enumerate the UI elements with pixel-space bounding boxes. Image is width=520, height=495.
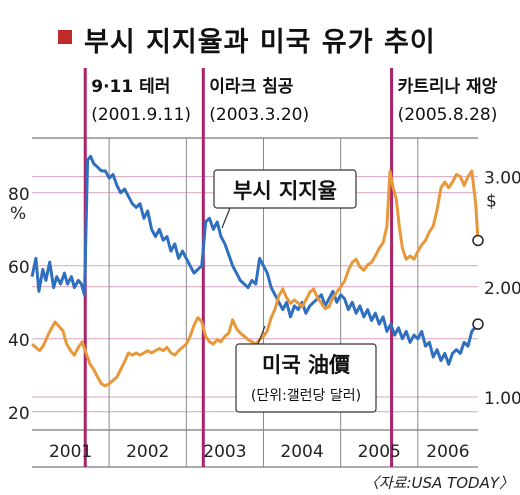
x-tick-label: 2004 (280, 442, 323, 462)
series-lines (30, 154, 484, 388)
labels: 20 40 60 80% 1.00 2.00 3.00 $2001 2002 2003 2004 20… (8, 76, 520, 462)
x-tick-label: 2005 (358, 442, 401, 462)
x-tick-label: 2002 (126, 442, 169, 462)
y-left-unit: % (10, 204, 26, 224)
y-right-unit: $ (486, 192, 497, 212)
approval-label-box (213, 169, 357, 209)
y-right-tick-label: 2.00 (484, 279, 520, 299)
event-label: 이라크 침공 (209, 76, 293, 97)
x-tick-label: 2001 (49, 442, 92, 462)
series-oil-line (31, 169, 480, 388)
oil-endpoint (472, 234, 484, 247)
x-tick-label: 2003 (203, 442, 246, 462)
event-date: (2001.9.11) (91, 105, 191, 125)
series-approval-line (30, 154, 480, 366)
oil-label-box (235, 343, 377, 413)
y-left-tick-label: 40 (8, 331, 30, 351)
event-date: (2005.8.28) (398, 105, 498, 125)
y-left-tick-label: 60 (8, 258, 30, 278)
event-date: (2003.3.20) (209, 105, 309, 125)
source-label: 〈자료:USA TODAY〉 (363, 474, 514, 492)
event-label: 9·11 테러 (91, 77, 170, 97)
oil-label-pointer (257, 325, 266, 345)
grid (32, 137, 478, 468)
chart-title: 부시 지지율과 미국 유가 추이 (84, 27, 436, 58)
y-right-tick-label: 1.00 (484, 389, 520, 409)
event-label: 카트리나 재앙 (398, 77, 498, 97)
y-right-tick-label: 3.00 (484, 169, 520, 189)
title-marker (58, 30, 72, 44)
oil-series-unit: (단위:갤런당 달러) (251, 388, 361, 404)
approval-series-label: 부시 지지율 (233, 179, 337, 203)
approval-label-pointer (221, 207, 231, 229)
approval-endpoint (472, 318, 484, 330)
oil-series-label: 미국 油價 (262, 353, 351, 377)
x-tick-label: 2006 (426, 442, 469, 462)
y-left-tick-label: 80 (8, 185, 30, 205)
y-left-tick-label: 20 (8, 404, 30, 424)
